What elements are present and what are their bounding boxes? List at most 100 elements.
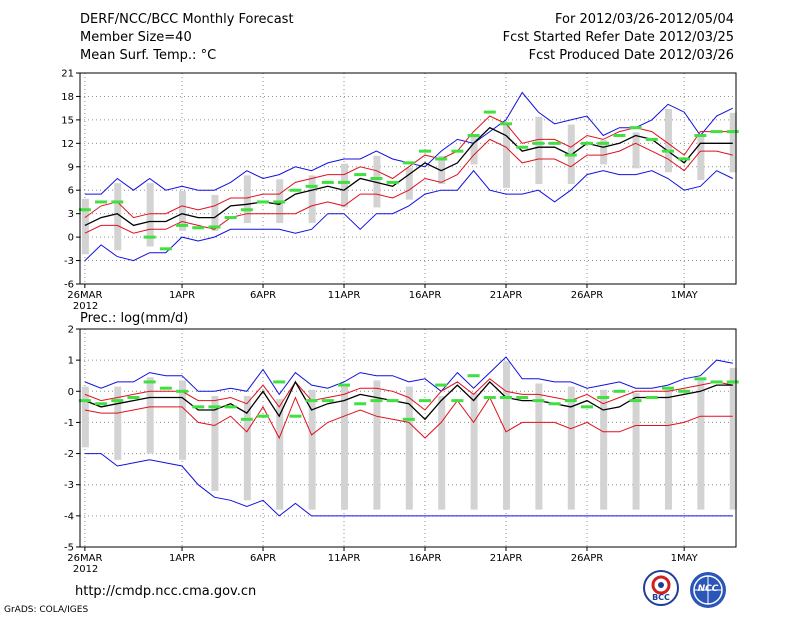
y-tick-label: 12 [61, 139, 74, 150]
observed-marker [321, 399, 334, 403]
observed-marker [580, 405, 593, 409]
observed-marker [111, 200, 124, 204]
series-line-min [84, 453, 733, 517]
observed-marker [532, 399, 545, 403]
series-line-lower [84, 396, 733, 440]
observed-marker [224, 405, 237, 409]
observed-marker [661, 149, 674, 153]
observed-marker [402, 161, 415, 165]
observed-marker [240, 417, 253, 421]
y-tick-label: 0 [68, 233, 74, 244]
variable-label: Mean Surf. Temp.: °C [80, 48, 217, 63]
x-tick-label: 1APR [169, 290, 195, 301]
observed-marker [176, 223, 189, 227]
observed-marker [645, 137, 658, 141]
ncc-logo-icon [690, 572, 726, 608]
observed-marker [694, 377, 707, 381]
series-line-upper [84, 378, 733, 411]
grads-credit: GrADS: COLA/IGES [4, 605, 89, 615]
ensemble-bar [729, 112, 737, 173]
observed-marker [111, 399, 124, 403]
x-tick-label: 6APR [250, 553, 276, 564]
observed-marker [467, 134, 480, 138]
x-tick-label: 1MAY [671, 290, 699, 301]
observed-marker [435, 383, 448, 387]
observed-marker [224, 216, 237, 220]
y-tick-label: -6 [64, 280, 74, 291]
ensemble-bar [632, 132, 640, 169]
ensemble-bar [405, 167, 413, 200]
x-tick-label: 6APR [250, 290, 276, 301]
y-tick-label: -5 [64, 543, 74, 554]
ensemble-bar [535, 383, 543, 510]
ensemble-bar [502, 124, 510, 188]
ensemble-bar [243, 395, 251, 501]
observed-marker [726, 130, 739, 134]
observed-marker [208, 225, 221, 229]
ensemble-bar [697, 380, 705, 510]
observed-marker [532, 141, 545, 145]
observed-marker [499, 122, 512, 126]
observed-marker [78, 208, 91, 212]
observed-marker [483, 396, 496, 400]
observed-marker [548, 402, 561, 406]
forecast-period: For 2012/03/26-2012/05/04 [555, 12, 734, 27]
observed-marker [305, 184, 318, 188]
bcc-logo: BCC [641, 570, 681, 610]
observed-marker [435, 157, 448, 161]
x-tick-label: 11APR [328, 553, 361, 564]
ncc-logo-text: NCC [697, 584, 719, 594]
observed-marker [192, 226, 205, 230]
x-tick-label: 1APR [169, 553, 195, 564]
x-tick-label: 26APR [571, 553, 604, 564]
observed-marker [338, 180, 351, 184]
observed-marker [354, 173, 367, 177]
x-tick-label: 16APR [409, 290, 442, 301]
series-line-lower [84, 138, 733, 234]
observed-marker [629, 126, 642, 130]
observed-marker [613, 134, 626, 138]
ensemble-bar [600, 389, 608, 510]
observed-marker [467, 374, 480, 378]
observed-marker [419, 399, 432, 403]
ensemble-bar [470, 136, 478, 165]
observed-marker [143, 235, 156, 239]
source-url[interactable]: http://cmdp.ncc.cma.gov.cn [75, 584, 257, 599]
x-tick-label: 26APR [571, 290, 604, 301]
ensemble-bar [243, 175, 251, 224]
plot-frame [79, 328, 737, 548]
observed-marker [95, 402, 108, 406]
started-date: Fcst Started Refer Date 2012/03/25 [502, 30, 734, 45]
series-line-max [84, 356, 733, 396]
ensemble-bar [179, 380, 187, 460]
ensemble-bar [341, 386, 349, 510]
ensemble-bar [308, 389, 316, 510]
observed-marker [192, 405, 205, 409]
ensemble-bar [729, 367, 737, 510]
observed-marker [127, 396, 140, 400]
x-tick-label: 16APR [409, 553, 442, 564]
bcc-logo-text: BCC [652, 593, 670, 602]
observed-marker [516, 396, 529, 400]
observed-marker [419, 149, 432, 153]
y-tick-label: 0 [68, 387, 74, 398]
observed-marker [273, 380, 286, 384]
series-line-upper [84, 115, 733, 219]
y-tick-label: 9 [68, 162, 74, 173]
observed-marker [321, 180, 334, 184]
observed-marker [386, 180, 399, 184]
ensemble-bar [600, 140, 608, 165]
x-tick-label: 26MAR [67, 553, 102, 564]
y-tick-label: 1 [68, 356, 74, 367]
ensemble-bar [470, 392, 478, 510]
y-tick-label: 2 [68, 325, 74, 336]
observed-marker [370, 177, 383, 180]
series-line-mean [84, 126, 733, 227]
ensemble-bar [664, 108, 672, 173]
observed-marker [305, 399, 318, 403]
observed-marker [597, 141, 610, 145]
observed-marker [726, 380, 739, 384]
